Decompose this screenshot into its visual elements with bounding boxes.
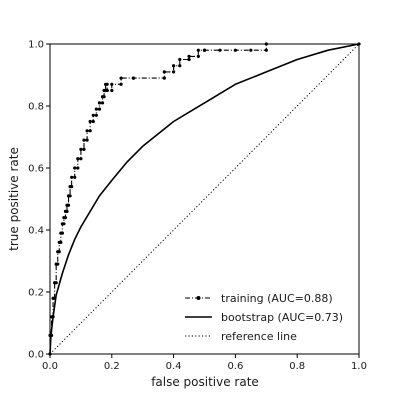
series-0-point <box>172 70 176 74</box>
series-0-point <box>79 157 83 161</box>
x-tick-label: 1.0 <box>351 361 367 372</box>
series-0-point <box>82 138 86 142</box>
series-0-point <box>91 119 95 124</box>
series-0-point <box>59 240 63 244</box>
y-tick-label: 0.4 <box>28 226 44 237</box>
y-tick-label: 0.8 <box>28 102 44 113</box>
series-0-point <box>63 216 68 220</box>
series-0-point <box>178 64 182 68</box>
series-0-point <box>218 48 222 52</box>
series-0-point <box>79 147 83 151</box>
series-0-point <box>73 175 77 179</box>
series-0-point <box>65 209 69 213</box>
series-0-point <box>60 231 64 235</box>
series-0-point <box>70 175 74 179</box>
y-tick-label: 0.2 <box>28 288 44 299</box>
series-0-point <box>73 166 77 170</box>
y-tick-label: 0.6 <box>28 164 44 175</box>
series-0-point <box>187 57 191 62</box>
series-0-point <box>196 54 200 59</box>
series-0-point <box>249 48 253 52</box>
series-0-point <box>62 222 66 226</box>
series-0-point <box>162 76 166 80</box>
x-axis-label: false positive rate <box>151 375 259 389</box>
series-0-point <box>162 70 166 74</box>
series-0-point <box>94 113 98 117</box>
legend-marker-0 <box>196 296 201 300</box>
series-0-point <box>105 82 109 86</box>
x-tick-label: 0.6 <box>227 361 243 372</box>
series-0-point <box>85 129 89 133</box>
series-0-point <box>233 48 237 52</box>
series-0-point <box>70 185 74 189</box>
series-0-point <box>202 48 207 52</box>
series-0-point <box>119 82 123 86</box>
axes-frame <box>49 43 360 355</box>
series-0-point <box>187 54 191 59</box>
series-0-point <box>100 101 105 105</box>
series-0-point <box>94 107 98 111</box>
series-0-point <box>97 101 102 105</box>
series-0-point <box>178 57 182 62</box>
legend-label-0: training (AUC=0.88) <box>221 292 333 305</box>
series-0-point <box>68 194 72 198</box>
axes: 0.0 0.2 0.4 0.6 0.8 1.0 0.0 0.2 0.4 0.6 0.8 1.0 <box>28 40 367 373</box>
plot-area <box>48 42 361 356</box>
series-0-point <box>91 113 95 117</box>
series-0-point <box>131 76 136 80</box>
series-0-point <box>102 95 106 99</box>
y-tick-label: 1.0 <box>28 40 44 51</box>
series-0-point <box>54 281 58 285</box>
series-0-point <box>76 166 80 170</box>
series-0-point <box>264 48 268 52</box>
series-0-point <box>57 250 61 254</box>
series-0-point <box>119 76 123 80</box>
series-0-point <box>172 64 176 68</box>
legend: training (AUC=0.88) bootstrap (AUC=0.73) r… <box>185 292 343 343</box>
x-tick-label: 0.0 <box>42 361 58 372</box>
legend-label-1: bootstrap (AUC=0.73) <box>221 311 343 324</box>
series-0-point <box>110 82 114 86</box>
y-axis-label: true positive rate <box>7 147 21 251</box>
series-0-point <box>105 88 109 93</box>
series-0-point <box>110 88 114 93</box>
series-0-point <box>82 147 86 151</box>
series-line-1 <box>49 43 360 355</box>
series-0-point <box>56 262 60 266</box>
x-tick-label: 0.8 <box>289 361 305 372</box>
series-line-2 <box>49 43 360 355</box>
series-0-point <box>76 157 80 161</box>
series-0-point <box>66 203 71 207</box>
x-tick-label: 0.4 <box>166 361 182 372</box>
series-0-point <box>85 138 89 142</box>
legend-label-2: reference line <box>221 330 297 343</box>
series-0-point <box>88 119 92 124</box>
series-0-point <box>196 48 200 52</box>
series-0-point <box>97 107 102 111</box>
x-tick-label: 0.2 <box>104 361 120 372</box>
series-0-point <box>88 129 92 133</box>
y-tick-label: 0.0 <box>28 350 44 361</box>
